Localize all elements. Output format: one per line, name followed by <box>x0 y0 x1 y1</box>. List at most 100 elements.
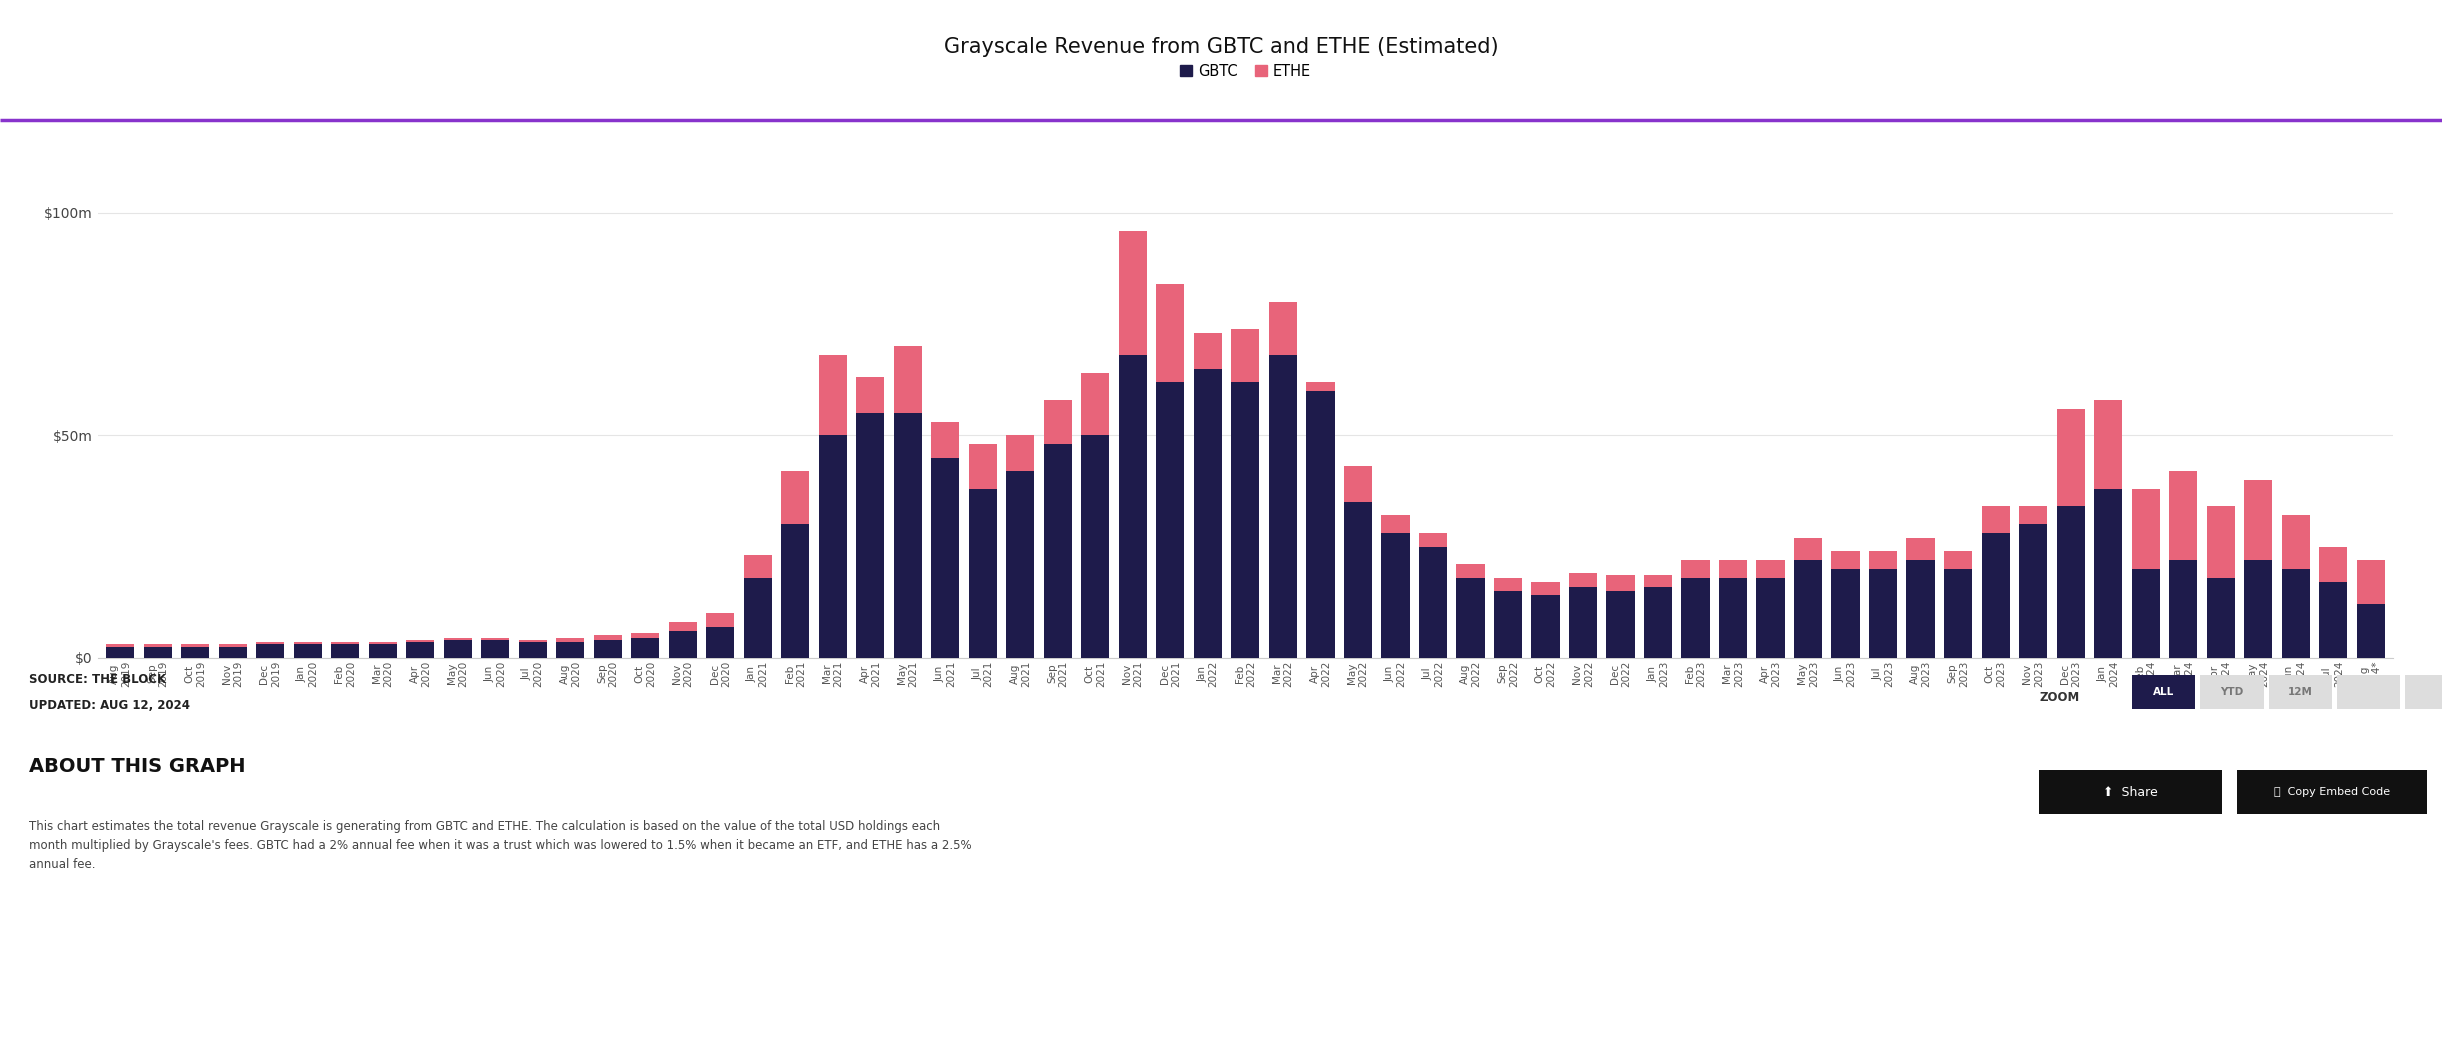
Bar <box>706 626 735 658</box>
Bar <box>781 471 808 524</box>
Bar <box>369 642 396 644</box>
Bar <box>1907 538 1934 560</box>
Bar <box>1907 560 1934 658</box>
Text: 12M: 12M <box>2288 687 2313 697</box>
Bar <box>669 631 696 658</box>
Bar <box>181 644 210 646</box>
Bar <box>444 640 471 658</box>
Bar <box>1607 591 1634 658</box>
Bar <box>593 640 623 658</box>
Bar <box>1832 569 1861 658</box>
Bar <box>405 640 435 642</box>
Bar <box>930 457 960 658</box>
Bar <box>1607 575 1634 591</box>
Bar <box>1531 583 1560 595</box>
Bar <box>105 644 134 646</box>
Bar <box>2281 516 2310 569</box>
Bar <box>1495 577 1521 591</box>
Bar <box>481 638 510 640</box>
Bar <box>1194 369 1221 658</box>
Bar <box>630 634 659 638</box>
Bar <box>1756 560 1785 577</box>
Bar <box>745 577 772 658</box>
Bar <box>1306 382 1333 390</box>
Text: UPDATED: AUG 12, 2024: UPDATED: AUG 12, 2024 <box>29 699 190 712</box>
Text: ⧉  Copy Embed Code: ⧉ Copy Embed Code <box>2274 787 2391 798</box>
Bar <box>144 646 171 658</box>
Legend: GBTC, ETHE: GBTC, ETHE <box>1179 64 1311 79</box>
Bar <box>1006 471 1035 658</box>
Bar <box>1868 551 1897 569</box>
Bar <box>1382 516 1409 533</box>
Bar <box>332 642 359 644</box>
Bar <box>1643 587 1673 658</box>
Text: ABOUT THIS GRAPH: ABOUT THIS GRAPH <box>29 757 247 776</box>
Bar <box>2244 560 2271 658</box>
Bar <box>518 642 547 658</box>
Bar <box>2281 569 2310 658</box>
Bar <box>1158 382 1184 658</box>
Bar <box>105 646 134 658</box>
Bar <box>1043 400 1072 444</box>
Bar <box>969 489 996 658</box>
Bar <box>818 435 847 658</box>
Bar <box>557 638 584 642</box>
Bar <box>2208 506 2234 577</box>
Bar <box>818 355 847 435</box>
Text: ⬆  Share: ⬆ Share <box>2103 786 2159 799</box>
Bar <box>1006 435 1035 471</box>
Bar <box>781 524 808 658</box>
Bar <box>481 640 510 658</box>
Bar <box>1868 569 1897 658</box>
Bar <box>256 642 283 644</box>
Bar <box>1531 595 1560 658</box>
Text: YTD: YTD <box>2220 687 2244 697</box>
Bar <box>894 413 923 658</box>
Bar <box>1231 382 1260 658</box>
Bar <box>2320 583 2347 658</box>
Text: Grayscale Revenue from GBTC and ETHE (Estimated): Grayscale Revenue from GBTC and ETHE (Es… <box>943 37 1499 56</box>
Bar <box>220 644 247 646</box>
Bar <box>2056 506 2085 658</box>
Bar <box>1980 533 2010 658</box>
Bar <box>293 642 322 644</box>
Bar <box>405 642 435 658</box>
Bar <box>444 638 471 640</box>
Bar <box>518 640 547 642</box>
Bar <box>557 642 584 658</box>
Bar <box>256 644 283 658</box>
Bar <box>2244 480 2271 560</box>
Bar <box>1795 560 1822 658</box>
Bar <box>2132 569 2159 658</box>
Bar <box>969 444 996 489</box>
Text: This chart estimates the total revenue Grayscale is generating from GBTC and ETH: This chart estimates the total revenue G… <box>29 820 972 871</box>
Bar <box>669 622 696 631</box>
Bar <box>857 378 884 413</box>
Bar <box>1118 231 1148 355</box>
Text: ZOOM: ZOOM <box>2039 691 2078 704</box>
Bar <box>1270 302 1297 355</box>
Bar <box>2132 489 2159 569</box>
Bar <box>593 636 623 640</box>
Bar <box>1082 373 1109 435</box>
Bar <box>1795 538 1822 560</box>
Bar <box>2320 546 2347 583</box>
Bar <box>1343 467 1372 502</box>
Bar <box>2357 604 2386 658</box>
Bar <box>1270 355 1297 658</box>
Bar <box>1419 533 1448 546</box>
Bar <box>144 644 171 646</box>
Bar <box>2020 524 2046 658</box>
Text: ALL: ALL <box>2154 687 2173 697</box>
Bar <box>2357 560 2386 604</box>
Bar <box>894 347 923 413</box>
Bar <box>369 644 396 658</box>
Bar <box>1719 560 1746 577</box>
Bar <box>1756 577 1785 658</box>
Bar <box>1082 435 1109 658</box>
Bar <box>2208 577 2234 658</box>
Bar <box>2056 408 2085 506</box>
Bar <box>1944 551 1973 569</box>
Bar <box>1158 284 1184 382</box>
Bar <box>1043 444 1072 658</box>
